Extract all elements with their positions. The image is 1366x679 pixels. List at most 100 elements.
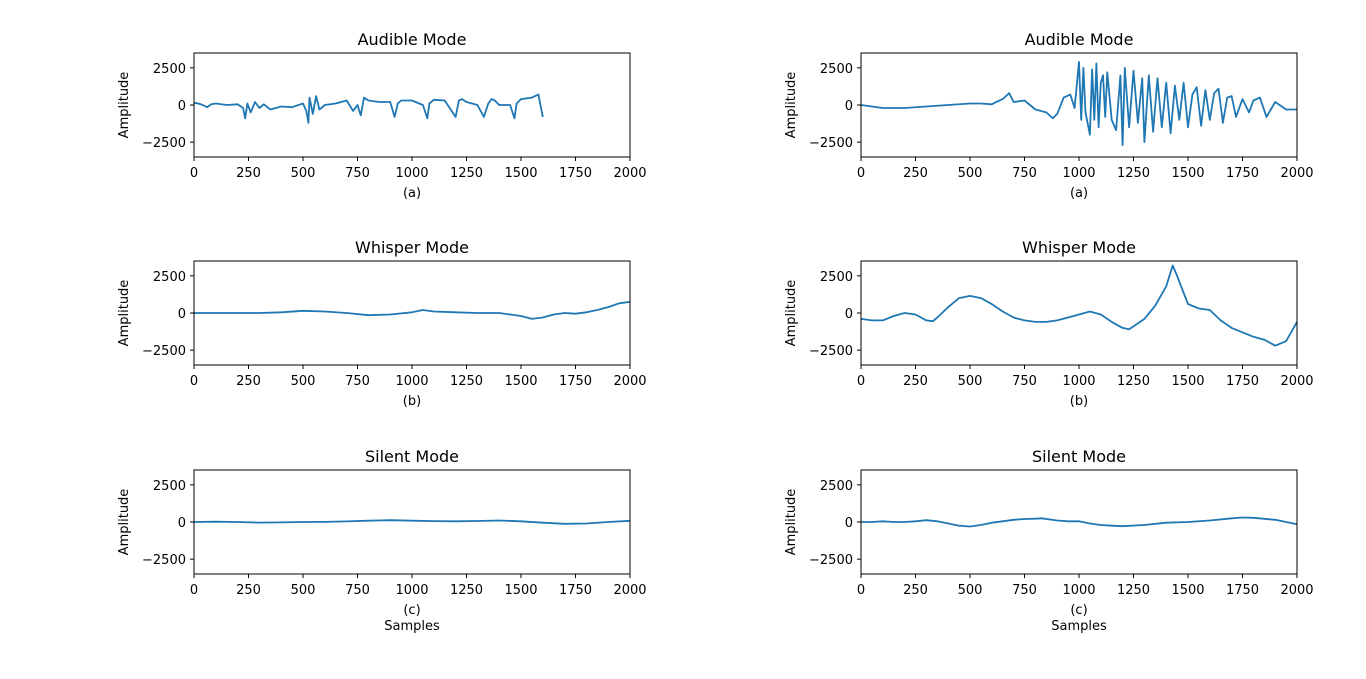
x-tick-label: 1250 [1117,374,1150,389]
y-tick-label: −2500 [142,553,186,568]
y-tick-label: 0 [845,99,853,114]
subplot-caption: (b) [1070,394,1088,409]
axes-frame [860,260,1298,366]
subplot-caption: (b) [403,394,421,409]
y-axis-label: Amplitude [117,72,132,139]
y-axis-label: Amplitude [784,280,799,347]
x-tick-label: 0 [190,166,198,181]
x-tick-label: 1000 [1062,166,1095,181]
x-tick-label: 1750 [559,166,592,181]
x-tick-label: 2000 [613,583,646,598]
x-tick-label: 1500 [504,166,537,181]
y-tick-label: −2500 [142,344,186,359]
x-tick-label: 250 [903,374,928,389]
x-tick-label: 750 [345,374,370,389]
y-tick-label: 0 [178,99,186,114]
subplot-caption: (c) [403,603,420,618]
y-tick-label: −2500 [809,136,853,151]
y-tick-label: −2500 [809,344,853,359]
x-tick-label: 0 [857,166,865,181]
x-tick-label: 1500 [1171,374,1204,389]
chart-title: Whisper Mode [355,238,469,257]
x-tick-label: 1000 [395,374,428,389]
x-tick-label: 250 [236,166,261,181]
x-tick-label: 2000 [1280,583,1313,598]
x-tick-label: 2000 [613,374,646,389]
x-tick-label: 750 [1012,374,1037,389]
x-tick-label: 1000 [395,166,428,181]
x-tick-label: 0 [857,583,865,598]
x-axis-label: Samples [1051,619,1107,634]
x-tick-label: 1250 [450,374,483,389]
x-tick-label: 1250 [450,583,483,598]
series-line [193,519,631,525]
x-tick-label: 750 [345,583,370,598]
x-tick-label: 250 [903,583,928,598]
chart-title: Audible Mode [1025,30,1134,49]
y-tick-label: 0 [178,516,186,531]
x-tick-label: 0 [857,374,865,389]
chart-title: Audible Mode [358,30,467,49]
y-tick-label: 2500 [153,62,186,77]
x-tick-label: 750 [1012,583,1037,598]
x-tick-label: 0 [190,583,198,598]
y-tick-label: 2500 [153,479,186,494]
y-tick-label: −2500 [142,136,186,151]
y-tick-label: 0 [845,516,853,531]
x-tick-label: 250 [236,374,261,389]
x-tick-label: 500 [291,166,316,181]
x-tick-label: 500 [958,583,983,598]
x-axis-label: Samples [384,619,440,634]
subplot-caption: (a) [403,186,421,201]
x-tick-label: 1750 [559,583,592,598]
x-tick-label: 250 [903,166,928,181]
y-tick-label: 2500 [820,479,853,494]
y-axis-label: Amplitude [117,280,132,347]
subplot-caption: (a) [1070,186,1088,201]
x-tick-label: 2000 [613,166,646,181]
series-line [194,301,631,320]
x-tick-label: 1000 [1062,583,1095,598]
x-tick-label: 1250 [450,166,483,181]
x-tick-label: 1750 [1226,166,1259,181]
x-tick-label: 500 [291,374,316,389]
x-tick-label: 1000 [395,583,428,598]
x-tick-label: 500 [958,374,983,389]
chart-title: Silent Mode [1032,447,1126,466]
y-tick-label: −2500 [809,553,853,568]
y-tick-label: 0 [178,307,186,322]
y-tick-label: 2500 [153,270,186,285]
x-tick-label: 2000 [1280,374,1313,389]
x-tick-label: 1750 [559,374,592,389]
series-line [860,264,1298,347]
axes-frame [193,52,631,158]
x-tick-label: 1250 [1117,583,1150,598]
x-tick-label: 750 [345,166,370,181]
y-axis-label: Amplitude [117,489,132,556]
series-line [861,516,1298,528]
x-tick-label: 0 [190,374,198,389]
series-line [860,61,1297,146]
x-tick-label: 1500 [1171,166,1204,181]
x-tick-label: 250 [236,583,261,598]
x-tick-label: 1750 [1226,583,1259,598]
x-tick-label: 500 [958,166,983,181]
x-tick-label: 1250 [1117,166,1150,181]
series-line [193,93,544,124]
x-tick-label: 1500 [504,374,537,389]
y-axis-label: Amplitude [784,72,799,139]
y-tick-label: 0 [845,307,853,322]
x-tick-label: 1750 [1226,374,1259,389]
x-tick-label: 1500 [504,583,537,598]
y-axis-label: Amplitude [784,489,799,556]
x-tick-label: 2000 [1280,166,1313,181]
y-tick-label: 2500 [820,62,853,77]
chart-title: Whisper Mode [1022,238,1136,257]
x-tick-label: 750 [1012,166,1037,181]
x-tick-label: 500 [291,583,316,598]
subplot-caption: (c) [1070,603,1087,618]
x-tick-label: 1000 [1062,374,1095,389]
chart-title: Silent Mode [365,447,459,466]
y-tick-label: 2500 [820,270,853,285]
